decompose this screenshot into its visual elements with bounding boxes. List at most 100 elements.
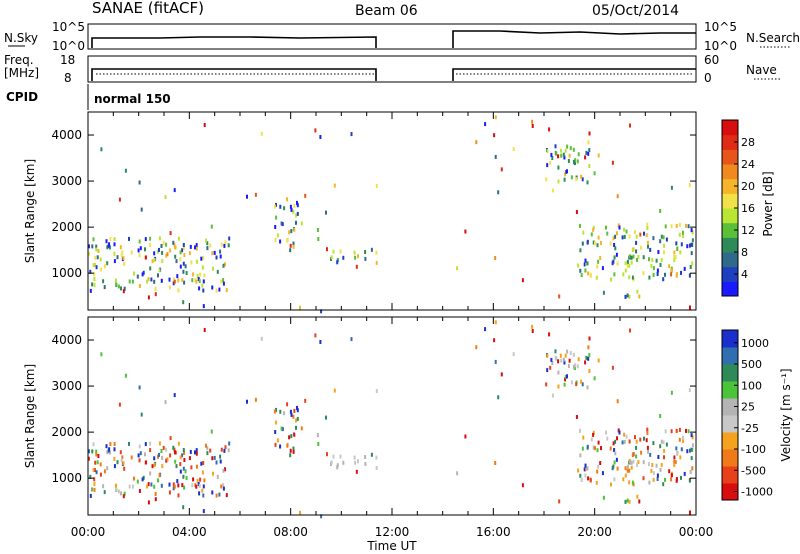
velocity-cell — [567, 364, 570, 368]
power-cell — [512, 147, 515, 152]
power-cell — [609, 241, 612, 246]
velocity-cell — [191, 483, 194, 488]
power-cell — [651, 258, 654, 262]
power-cell — [563, 155, 566, 160]
power-cell — [646, 226, 649, 231]
velocity-cell — [89, 474, 92, 479]
power-cell — [140, 207, 143, 212]
power-cell — [179, 257, 182, 262]
velocity-cell — [92, 442, 95, 447]
power-cell — [614, 234, 617, 239]
velocity-cell — [691, 443, 694, 448]
beam-title: Beam 06 — [355, 3, 418, 19]
noise-right-label: N.Search — [746, 31, 800, 45]
velocity-cell — [219, 459, 222, 464]
power-cell — [370, 247, 373, 252]
velocity-cell — [317, 442, 320, 446]
velocity-cell — [631, 453, 634, 457]
power-cell — [456, 266, 459, 271]
power-cell — [630, 255, 633, 260]
power-cell — [164, 195, 167, 200]
velocity-cell — [663, 455, 665, 460]
power-cell — [137, 248, 140, 253]
power-cell — [597, 235, 600, 240]
power-cell — [569, 146, 572, 151]
power-cell — [635, 249, 638, 254]
power-cell — [364, 250, 367, 254]
power-colorbar-segment — [722, 252, 738, 268]
velocity-cell — [606, 436, 609, 441]
velocity-cell — [687, 429, 690, 434]
velocity-cell — [147, 482, 150, 487]
power-cell — [668, 264, 671, 269]
velocity-cell — [624, 473, 627, 478]
velocity-cell — [675, 428, 678, 433]
velocity-cell — [144, 460, 147, 465]
power-cell — [659, 239, 662, 244]
velocity-cell — [614, 451, 617, 456]
power-cell — [293, 203, 296, 208]
velocity-cell — [149, 448, 152, 453]
velocity-cell — [293, 408, 296, 413]
power-cell — [157, 273, 159, 278]
velocity-cell — [182, 474, 185, 479]
power-cell — [88, 251, 90, 256]
velocity-cell — [176, 479, 179, 484]
velocity-cell — [169, 436, 172, 441]
power-cell — [169, 231, 172, 236]
power-cell — [375, 184, 378, 188]
velocity-cell — [595, 480, 598, 485]
velocity-cell — [575, 382, 578, 387]
power-cell — [172, 277, 175, 282]
power-cell — [615, 252, 618, 257]
power-cell — [364, 256, 367, 261]
velocity-cell — [292, 446, 295, 451]
velocity-cell — [676, 452, 679, 456]
velocity-cell — [546, 368, 549, 373]
power-cell — [650, 264, 653, 268]
power-cell — [172, 240, 175, 245]
velocity-cell — [614, 439, 617, 444]
power-cell — [563, 177, 566, 182]
velocity-cell — [274, 430, 277, 434]
power-cell — [128, 279, 131, 284]
velocity-cell — [179, 455, 182, 460]
velocity-cell — [675, 477, 678, 482]
velocity-cell — [670, 477, 673, 482]
velocity-cell — [497, 395, 500, 400]
velocity-cell — [580, 478, 583, 482]
power-cell — [597, 259, 600, 264]
power-cell — [202, 279, 205, 284]
power-cell — [689, 243, 691, 248]
velocity-cell — [685, 428, 687, 433]
power-cell — [161, 250, 164, 255]
power-cell — [198, 286, 201, 291]
velocity-cell — [628, 499, 631, 504]
velocity-cell — [521, 483, 524, 488]
freq-left-label-2: [MHz] — [4, 66, 39, 80]
power-cell — [546, 163, 549, 168]
power-cell — [597, 153, 600, 158]
velocity-cell — [319, 340, 322, 344]
power-cell — [290, 229, 293, 234]
velocity-cell — [650, 469, 653, 473]
power-cell — [566, 169, 568, 174]
power-cell — [570, 175, 573, 180]
power-cell — [304, 193, 307, 198]
power-colorbar-label: Power [dB] — [761, 171, 775, 236]
velocity-cell — [375, 465, 378, 470]
velocity-cell — [224, 467, 226, 472]
velocity-cell — [557, 370, 560, 375]
power-cell — [646, 222, 649, 227]
time-tick-label: 20:00 — [577, 525, 612, 539]
velocity-cell — [557, 384, 560, 389]
velocity-cell — [333, 388, 336, 393]
power-cell — [549, 160, 552, 165]
velocity-cell — [342, 460, 345, 465]
velocity-ytick-label: 4000 — [51, 333, 82, 347]
velocity-cell — [158, 473, 161, 478]
power-cell — [546, 148, 549, 153]
velocity-cell — [292, 414, 295, 419]
velocity-cell — [290, 434, 293, 439]
velocity-cell — [594, 446, 596, 451]
